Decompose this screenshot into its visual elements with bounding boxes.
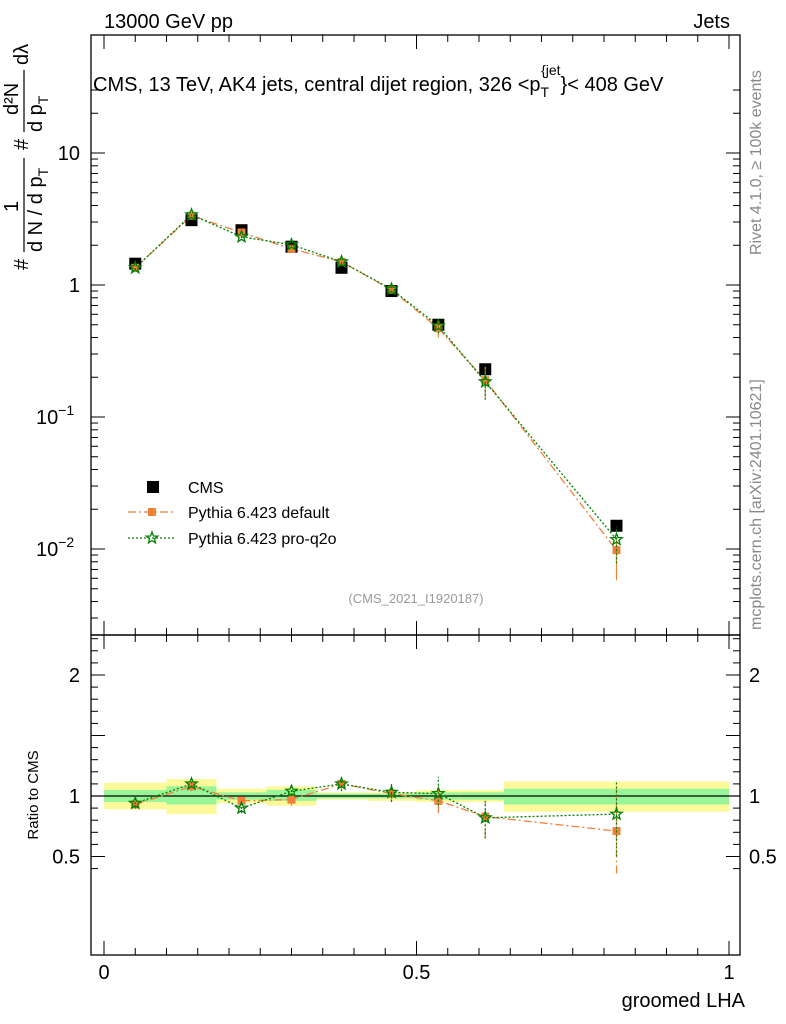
legend-default-label: Pythia 6.423 default: [188, 505, 330, 522]
ratio-y-tick-label: 1: [69, 786, 80, 808]
default-data-point: [481, 376, 490, 385]
default-data-point: [337, 257, 346, 266]
ratio-default-point: [131, 800, 140, 809]
source-label: mcplots.cern.ch [arXiv:2401.10621]: [748, 379, 765, 630]
ylabel-denominator-1: d N / d pT: [25, 167, 51, 252]
default-series-line: [134, 214, 618, 551]
ratio-proq2o-point: [477, 809, 493, 825]
x-tick-label: 0.5: [403, 962, 431, 984]
ratio-proq2o-point: [127, 795, 143, 810]
main-ticks: [91, 35, 740, 635]
proq2o-data-point: [384, 281, 399, 296]
ratio-y-tick-label-right: 2: [749, 665, 760, 687]
proq2o-data-point: [477, 373, 493, 389]
proq2o-data-point: [334, 253, 349, 269]
default-data-point: [287, 244, 296, 253]
x-tick-label: 1: [723, 962, 734, 984]
cms-data-point: [610, 519, 623, 532]
legend-proq2o-marker: [144, 530, 160, 545]
legend-cms-label: CMS: [188, 480, 224, 497]
ratio-proq2o-point: [284, 783, 299, 798]
ratio-uncertainty-bands: [104, 779, 729, 815]
ratio-proq2o-point: [430, 785, 446, 800]
main-y-tick-labels: 10 1 10−1 10−2: [36, 143, 80, 561]
main-y-tick-label: 10: [58, 143, 80, 165]
x-tick-label: 0: [98, 962, 109, 984]
main-title: CMS, 13 TeV, AK4 jets, central dijet reg…: [93, 62, 664, 100]
ratio-y-axis-label: Ratio to CMS: [25, 750, 42, 839]
ratio-plot-frame: [90, 634, 741, 956]
ratio-proq2o-point: [384, 784, 399, 799]
ratio-series: [127, 776, 624, 874]
ylabel-hash-2: #: [11, 138, 33, 150]
legend-proq2o-label: Pythia 6.423 pro-q2o: [188, 531, 337, 548]
ratio-y-tick-label: 2: [69, 665, 80, 687]
analysis-watermark: (CMS_2021_I1920187): [348, 591, 483, 606]
ratio-y-tick-label: 0.5: [52, 847, 80, 869]
ratio-proq2o-point: [334, 776, 349, 791]
ratio-proq2o-point: [609, 806, 624, 821]
ylabel-numerator-2: d²N: [1, 83, 23, 115]
ylabel-hash-1: #: [11, 258, 33, 270]
ratio-y-tick-label-right: 0.5: [749, 847, 777, 869]
header-right: Jets: [693, 11, 730, 33]
ratio-y-tick-label-right: 1: [749, 786, 760, 808]
ylabel-dlambda: dλ: [11, 44, 33, 65]
cms-uncertainty-band-inner: [166, 786, 217, 805]
default-data-point: [131, 263, 140, 272]
header-left: 13000 GeV pp: [104, 11, 233, 33]
x-axis-label: groomed LHA: [622, 990, 746, 1012]
main-y-tick-label: 1: [69, 275, 80, 297]
ratio-proq2o-point: [184, 776, 199, 791]
main-y-tick-label: 10−2: [36, 534, 74, 561]
proq2o-data-point: [184, 206, 199, 222]
ratio-panel: 2 2 1 1 0.5 0.5 0 0.5 1 Ratio to CMS groomed LHA: [25, 634, 777, 1012]
proq2o-data-point: [127, 259, 143, 275]
legend: CMS Pythia 6.423 default Pythia 6.423 pr…: [128, 480, 337, 548]
proq2o-data-point: [430, 318, 446, 333]
ratio-default-point: [337, 779, 346, 788]
proq2o-data-point: [234, 228, 249, 244]
ylabel-numerator-1: 1: [1, 201, 23, 212]
proq2o-series-line: [134, 214, 617, 540]
main-y-axis-label: # 1 d N / d pT # d²N d pT dλ: [1, 44, 51, 270]
main-y-tick-label: 10−1: [36, 402, 74, 429]
ratio-proq2o-line: [135, 783, 617, 819]
legend-default-marker: [148, 508, 156, 516]
ratio-proq2o-point: [234, 800, 249, 815]
proq2o-data-point: [284, 236, 299, 251]
default-data-point: [387, 285, 396, 294]
ylabel-denominator-2: d pT: [25, 95, 51, 132]
legend-cms-marker: [147, 481, 159, 493]
main-panel: 10 1 10−1 10−2 CMS, 13 TeV, AK4 jets, centr…: [1, 34, 741, 636]
proq2o-data-point: [609, 531, 624, 546]
main-series: [127, 206, 624, 581]
rivet-version-label: Rivet 4.1.0, ≥ 100k events: [748, 70, 765, 255]
ratio-ticks: 2 2 1 1 0.5 0.5 0 0.5 1: [52, 635, 777, 984]
ratio-default-point: [287, 795, 296, 804]
